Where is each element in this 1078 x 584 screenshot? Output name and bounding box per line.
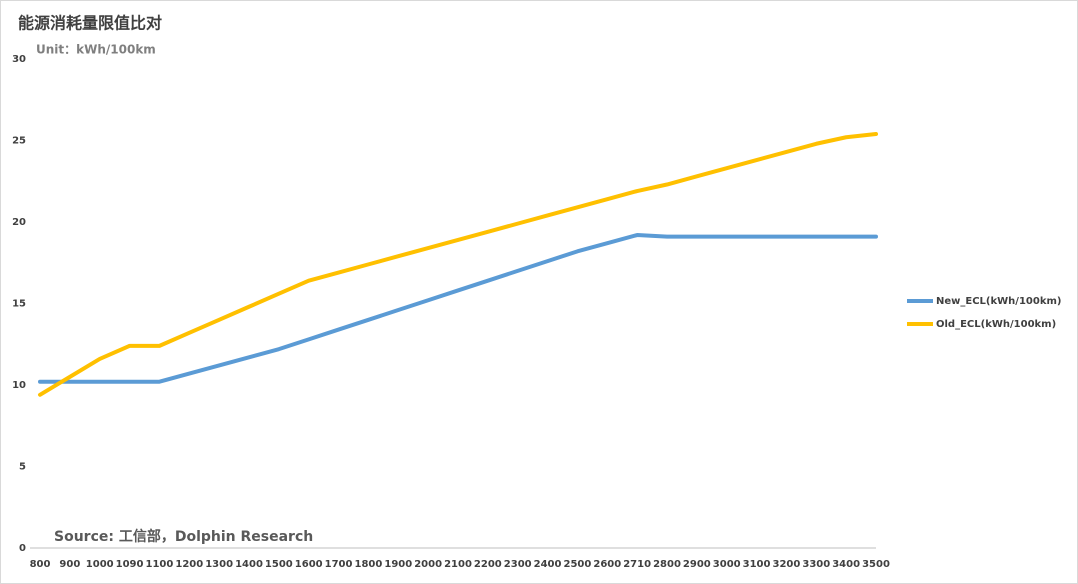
x-tick-label: 3400 [832,559,860,570]
x-tick-label: 2300 [504,559,532,570]
y-tick-label: 25 [12,136,26,147]
y-tick-label: 0 [19,543,26,554]
source-note: Source: 工信部，Dolphin Research [54,528,313,545]
x-tick-label: 2800 [653,559,681,570]
chart-title: 能源消耗量限值比对 [18,14,162,33]
x-tick-label: 1600 [295,559,323,570]
x-tick-label: 1000 [86,559,114,570]
x-tick-label: 2200 [474,559,502,570]
x-tick-label: 3500 [862,559,890,570]
x-tick-label: 1500 [265,559,293,570]
x-tick-label: 900 [59,559,80,570]
x-tick-label: 1400 [235,559,263,570]
x-tick-label: 1700 [325,559,353,570]
x-tick-label: 1800 [355,559,383,570]
x-tick-label: 1200 [175,559,203,570]
legend-label: Old_ECL(kWh/100km) [936,319,1056,330]
x-tick-label: 3100 [743,559,771,570]
x-tick-label: 1900 [384,559,412,570]
x-tick-label: 2600 [593,559,621,570]
y-tick-label: 5 [19,462,26,473]
y-tick-label: 15 [12,299,26,310]
y-tick-label: 20 [12,217,26,228]
x-tick-label: 2500 [564,559,592,570]
x-tick-label: 2000 [414,559,442,570]
series-line [38,131,878,397]
legend-label: New_ECL(kWh/100km) [936,296,1061,307]
series-line [38,233,878,384]
x-tick-label: 800 [30,559,51,570]
x-tick-label: 3000 [713,559,741,570]
x-tick-label: 1300 [205,559,233,570]
x-tick-label: 1100 [146,559,174,570]
chart-subtitle: Unit：kWh/100km [36,43,156,57]
x-tick-label: 3300 [802,559,830,570]
y-tick-label: 30 [12,54,26,65]
x-tick-label: 1090 [116,559,144,570]
x-tick-label: 2100 [444,559,472,570]
x-tick-label: 3200 [773,559,801,570]
x-tick-label: 2900 [683,559,711,570]
x-tick-label: 2710 [623,559,651,570]
x-tick-label: 2400 [534,559,562,570]
y-tick-label: 10 [12,380,26,391]
